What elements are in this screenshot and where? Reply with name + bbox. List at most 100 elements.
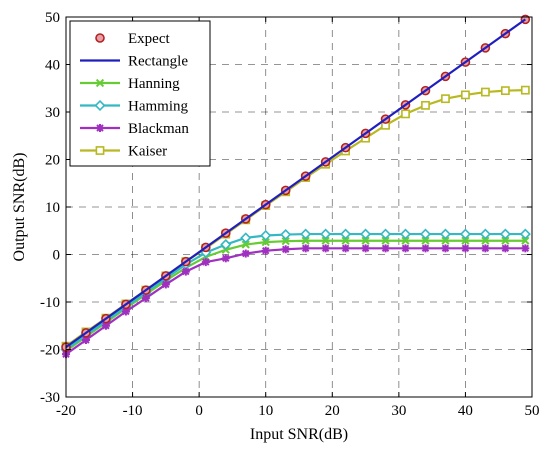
legend-item-hamming: Hamming xyxy=(80,99,188,115)
data-point xyxy=(519,228,531,240)
marker-stroke xyxy=(241,240,250,249)
data-point xyxy=(95,33,105,43)
marker-stroke xyxy=(361,236,370,245)
marker-stroke xyxy=(521,244,530,253)
data-point xyxy=(341,236,350,245)
data-point xyxy=(240,232,252,244)
marker-stroke xyxy=(262,246,270,255)
data-point xyxy=(94,99,106,112)
data-point xyxy=(381,244,390,253)
data-point xyxy=(441,94,450,104)
legend: Expect Rectangle Hanning Hamming Blackman Kai… xyxy=(69,20,211,167)
data-point xyxy=(421,244,430,253)
marker-stroke xyxy=(401,244,410,253)
data-point xyxy=(360,228,372,240)
legend-label: Rectangle xyxy=(128,54,188,70)
data-point xyxy=(501,244,510,253)
data-point xyxy=(161,280,170,289)
data-point xyxy=(141,294,150,303)
data-point xyxy=(81,336,90,344)
data-point xyxy=(461,244,470,253)
data-point xyxy=(300,228,312,240)
data-point xyxy=(280,229,292,241)
series-rectangle xyxy=(65,18,526,349)
legend-item-kaiser: Kaiser xyxy=(80,144,167,160)
data-point xyxy=(340,228,352,240)
marker-stroke xyxy=(96,124,104,132)
data-point xyxy=(261,238,270,247)
marker-stroke xyxy=(202,258,210,266)
data-point xyxy=(380,228,392,240)
data-point xyxy=(301,244,310,253)
legend-label: Kaiser xyxy=(128,144,167,160)
data-point xyxy=(499,228,511,240)
data-point xyxy=(480,87,490,97)
legend-label: Hanning xyxy=(128,76,180,92)
data-point xyxy=(520,85,530,95)
legend-box xyxy=(69,20,211,167)
marker-stroke xyxy=(481,244,490,253)
x-tick-label: 40 xyxy=(458,403,473,419)
legend-item-blackman: Blackman xyxy=(80,121,189,137)
data-point xyxy=(261,246,270,255)
y-tick-label: -20 xyxy=(40,343,60,359)
marker-stroke xyxy=(361,244,370,253)
plot-series xyxy=(60,14,531,359)
x-tick-label: 0 xyxy=(195,403,203,419)
marker-stroke xyxy=(95,78,105,88)
data-point xyxy=(521,236,530,245)
x-tick-label: 20 xyxy=(325,403,340,419)
data-point xyxy=(439,228,451,240)
data-point xyxy=(95,146,105,155)
y-tick-label: -10 xyxy=(40,295,60,311)
x-tick-label: -10 xyxy=(123,403,143,419)
data-point xyxy=(241,249,250,258)
marker-stroke xyxy=(142,294,150,302)
data-point xyxy=(479,228,491,240)
marker-stroke xyxy=(481,236,490,245)
data-point xyxy=(401,109,410,119)
marker-stroke xyxy=(281,237,290,246)
data-point xyxy=(181,267,190,276)
x-tick-label: 10 xyxy=(258,403,273,419)
series-line xyxy=(65,232,526,351)
x-tick-label: 50 xyxy=(525,403,540,419)
data-point xyxy=(321,244,330,253)
data-point xyxy=(221,254,230,263)
marker-stroke xyxy=(102,322,110,330)
series-line xyxy=(65,239,526,352)
marker-stroke xyxy=(341,236,350,245)
data-point xyxy=(281,245,290,254)
legend-item-hanning: Hanning xyxy=(80,76,180,92)
y-tick-label: -30 xyxy=(40,390,60,406)
data-point xyxy=(481,244,490,253)
grid-lines xyxy=(66,17,532,397)
marker-stroke xyxy=(261,238,270,247)
data-point xyxy=(521,244,530,253)
legend-label: Expect xyxy=(128,31,170,47)
data-point xyxy=(281,237,290,246)
data-point xyxy=(260,229,272,242)
y-tick-label: 40 xyxy=(45,58,60,74)
legend-item-rectangle: Rectangle xyxy=(80,54,188,70)
marker-stroke xyxy=(421,244,430,253)
marker-stroke xyxy=(381,244,390,253)
data-point xyxy=(501,236,510,245)
marker-stroke xyxy=(501,236,510,245)
marker-stroke xyxy=(441,236,450,245)
data-point xyxy=(441,244,450,253)
legend-label: Blackman xyxy=(128,121,189,137)
legend-item-expect: Expect xyxy=(95,31,170,47)
marker-stroke xyxy=(381,236,390,245)
data-point xyxy=(95,78,105,88)
data-point xyxy=(96,124,104,132)
x-axis-title: Input SNR(dB) xyxy=(250,426,348,443)
data-point xyxy=(399,228,412,240)
data-point xyxy=(321,236,330,245)
data-point xyxy=(401,236,410,245)
data-point xyxy=(341,244,350,253)
marker-stroke xyxy=(122,307,130,316)
data-point xyxy=(500,86,510,96)
marker-stroke xyxy=(501,244,510,253)
